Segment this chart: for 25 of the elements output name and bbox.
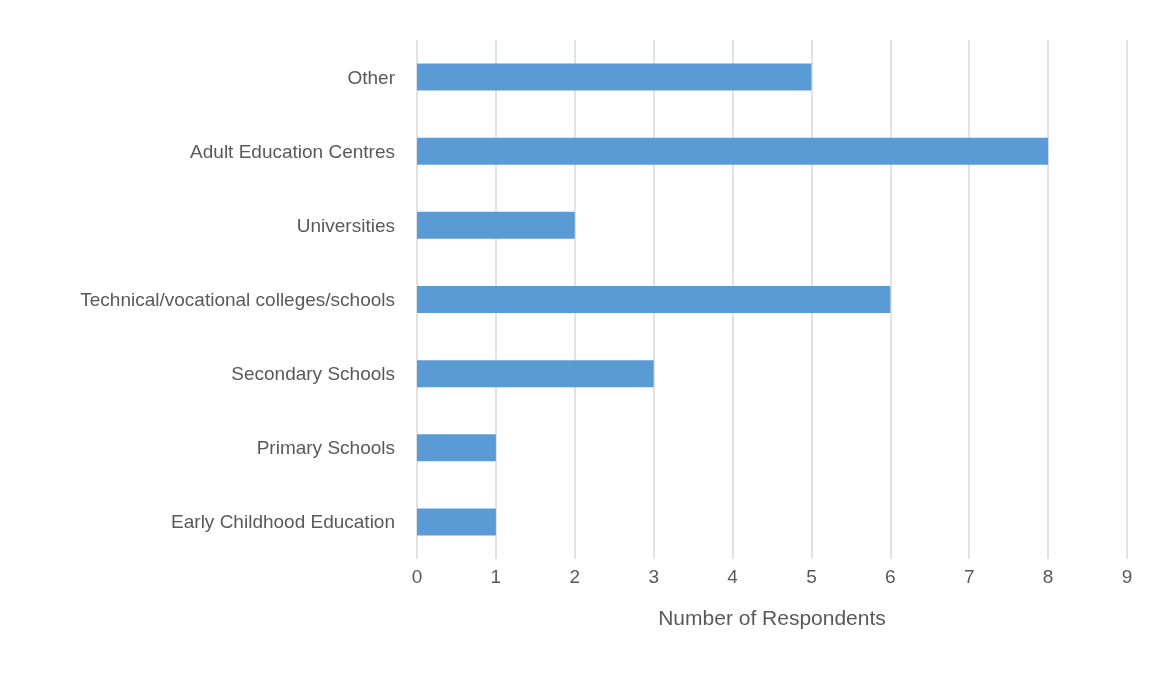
bar — [417, 508, 496, 536]
y-tick-label: Primary Schools — [256, 437, 395, 459]
y-tick-label: Technical/vocational colleges/schools — [80, 289, 395, 310]
y-tick-label: Adult Education Centres — [190, 140, 395, 162]
y-tick-label: Universities — [296, 214, 395, 236]
x-tick-label: 7 — [963, 566, 975, 587]
bar — [417, 63, 812, 91]
x-tick-label: 8 — [1042, 566, 1054, 587]
x-axis-title: Number of Respondents — [658, 606, 886, 629]
y-tick-label: Early Childhood Education — [171, 511, 395, 533]
bar — [417, 286, 891, 313]
x-tick-label: 0 — [411, 566, 423, 587]
bar — [417, 211, 575, 239]
x-tick-label: 1 — [490, 566, 502, 587]
bar — [417, 360, 654, 388]
x-tick-label: 2 — [569, 566, 581, 587]
x-tick-label: 4 — [727, 566, 739, 587]
bar — [417, 434, 496, 462]
bar — [417, 137, 1049, 165]
y-tick-label: Other — [347, 66, 396, 88]
x-tick-label: 3 — [648, 566, 659, 587]
y-tick-label: Secondary Schools — [231, 363, 395, 385]
x-tick-label: 5 — [806, 566, 817, 587]
x-tick-label: 6 — [885, 566, 896, 587]
x-tick-label: 9 — [1121, 566, 1133, 587]
